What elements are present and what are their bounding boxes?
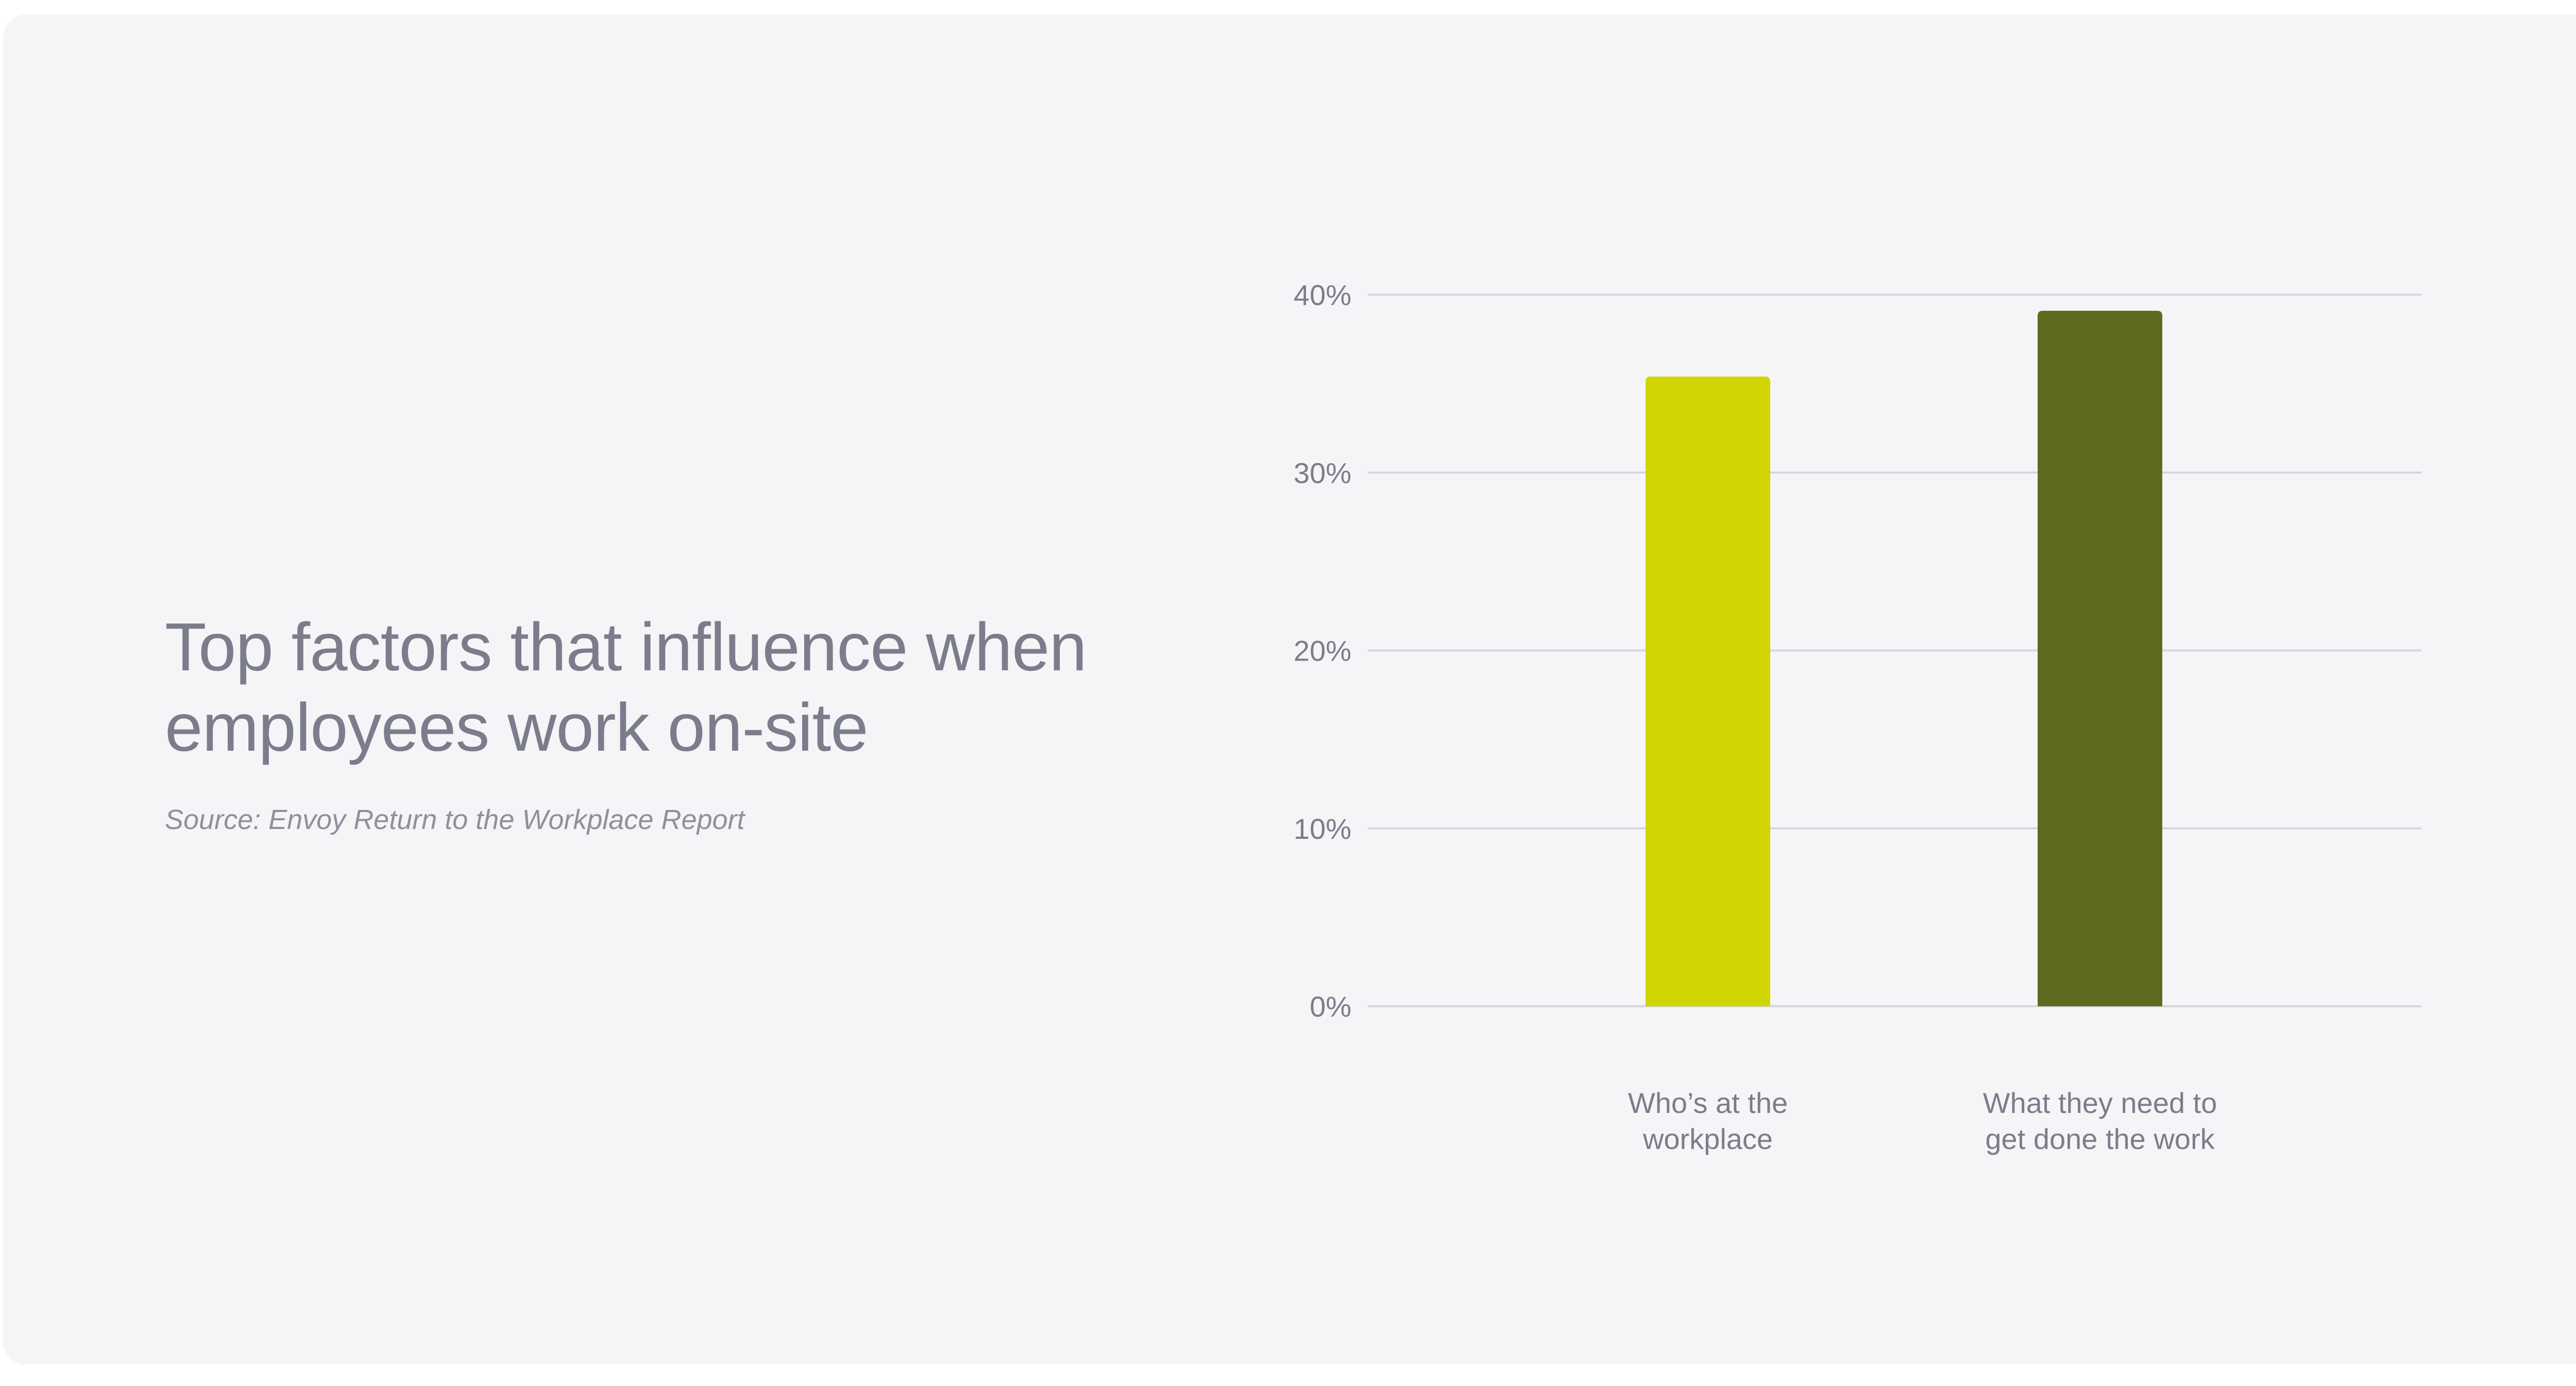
x-axis-labels: Who’s at the workplace What they need to ge… <box>1628 1087 2217 1155</box>
bar <box>2038 311 2162 1006</box>
bars <box>1646 311 2162 1007</box>
y-tick-label: 40% <box>1294 279 1351 311</box>
gridlines <box>1368 294 2421 1007</box>
y-tick-label: 10% <box>1294 813 1351 845</box>
bar <box>1646 376 1770 1007</box>
chart-title: Top factors that influence when employee… <box>165 609 1087 765</box>
y-tick-label: 0% <box>1310 990 1351 1023</box>
x-category-label: Who’s at the workplace <box>1628 1087 1788 1155</box>
y-tick-label: 20% <box>1294 635 1351 667</box>
chart-source: Source: Envoy Return to the Workplace Re… <box>165 804 745 835</box>
y-axis-ticks: 0% 10% 20% 30% 40% <box>1294 279 1351 1023</box>
x-category-label: What they need to get done the work <box>1983 1087 2217 1155</box>
y-tick-label: 30% <box>1294 457 1351 489</box>
